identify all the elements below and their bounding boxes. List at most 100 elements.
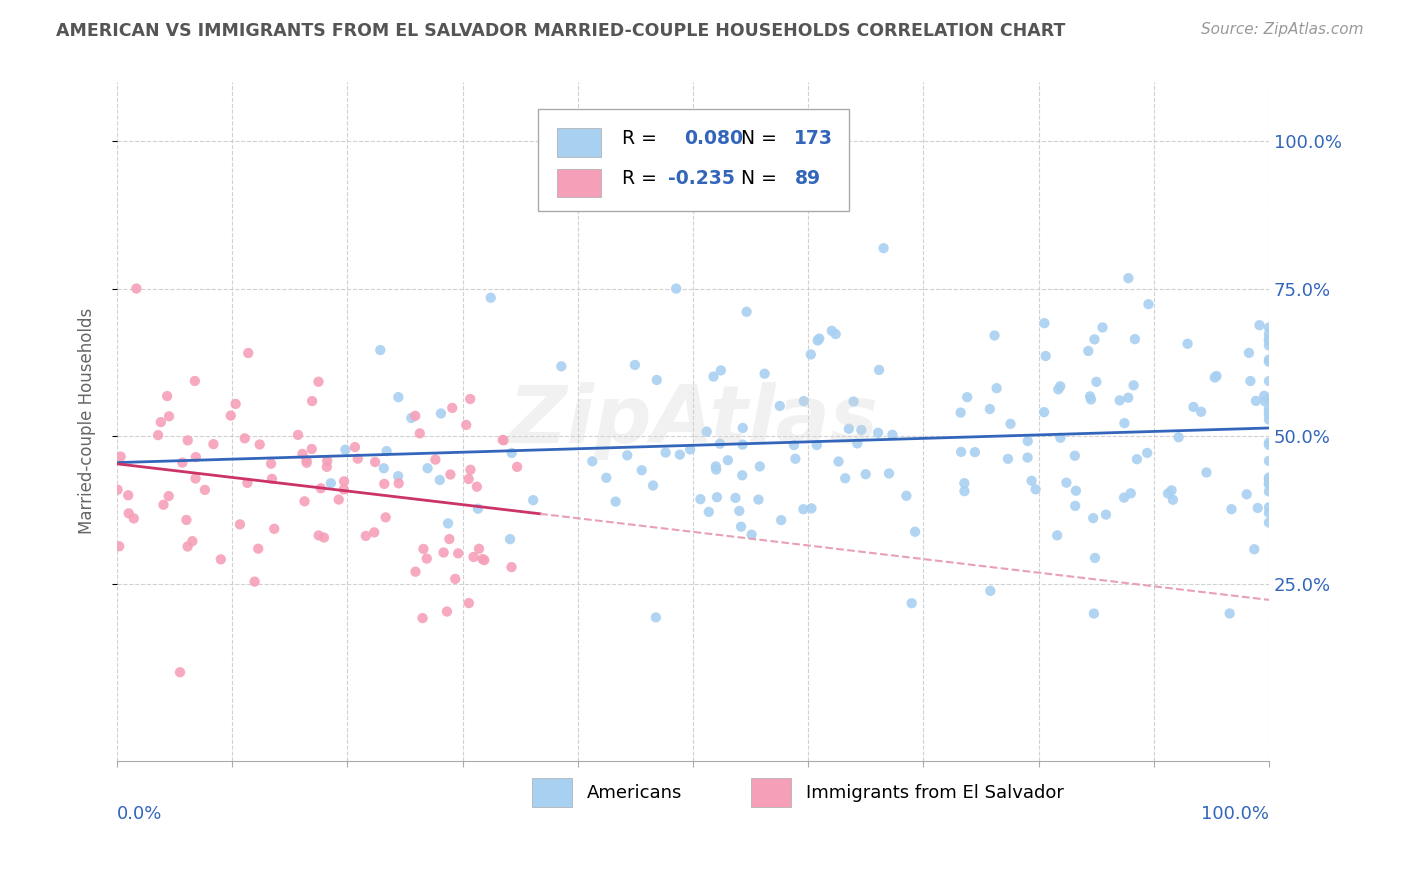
Point [904, 524, 927, 539]
Point [1033, 316, 1056, 330]
Point [457, 472, 479, 486]
Point [1119, 486, 1142, 500]
Point [785, 451, 807, 466]
Point [950, 445, 973, 459]
Point [1258, 477, 1281, 491]
Point [1077, 343, 1099, 358]
Point [1157, 486, 1180, 500]
Point [724, 491, 747, 505]
Point [808, 332, 831, 346]
Point [209, 552, 232, 566]
FancyBboxPatch shape [537, 109, 848, 211]
Point [156, 389, 179, 403]
Point [202, 437, 225, 451]
Point [522, 493, 544, 508]
Text: Source: ZipAtlas.com: Source: ZipAtlas.com [1201, 22, 1364, 37]
Point [827, 454, 849, 468]
Point [260, 472, 283, 486]
Point [429, 473, 451, 487]
Point [949, 406, 972, 420]
Point [1126, 452, 1149, 467]
Point [492, 433, 515, 447]
Point [1085, 375, 1108, 389]
Point [236, 475, 259, 490]
Point [1025, 483, 1047, 497]
Point [800, 347, 823, 361]
Y-axis label: Married-couple Households: Married-couple Households [79, 309, 96, 534]
Point [263, 522, 285, 536]
Point [1182, 400, 1205, 414]
Point [291, 447, 314, 461]
Point [501, 446, 523, 460]
Point [472, 553, 495, 567]
Point [697, 505, 720, 519]
Point [436, 605, 458, 619]
Text: 0.0%: 0.0% [117, 805, 163, 823]
Point [412, 541, 434, 556]
Point [1258, 470, 1281, 484]
Point [1122, 378, 1144, 392]
Point [717, 453, 740, 467]
Point [333, 483, 356, 497]
Point [838, 422, 860, 436]
Point [465, 480, 488, 494]
Point [260, 457, 283, 471]
Point [595, 471, 617, 485]
Point [433, 545, 456, 559]
Point [1083, 607, 1105, 621]
Point [689, 492, 711, 507]
Point [1258, 412, 1281, 426]
Point [868, 425, 890, 440]
Point [315, 459, 337, 474]
Point [447, 546, 470, 560]
Point [479, 291, 502, 305]
Point [501, 560, 523, 574]
Point [1258, 476, 1281, 491]
Point [1258, 408, 1281, 422]
Point [409, 426, 432, 441]
Point [1258, 320, 1281, 334]
Point [1033, 405, 1056, 419]
Point [1258, 435, 1281, 450]
Point [169, 665, 191, 680]
Point [1046, 528, 1069, 542]
Point [425, 452, 447, 467]
Point [846, 436, 869, 450]
Point [460, 463, 482, 477]
Point [1258, 406, 1281, 420]
Point [312, 531, 335, 545]
Point [444, 572, 467, 586]
Point [146, 428, 169, 442]
Point [1258, 402, 1281, 417]
Text: R =: R = [621, 128, 657, 148]
Point [747, 492, 769, 507]
Point [792, 502, 814, 516]
Point [401, 411, 423, 425]
Point [176, 513, 198, 527]
Point [769, 399, 792, 413]
Point [644, 610, 666, 624]
Point [1118, 271, 1140, 285]
Point [374, 510, 396, 524]
Point [457, 596, 479, 610]
Text: N =: N = [741, 128, 778, 148]
Point [404, 409, 426, 423]
Point [177, 434, 200, 448]
Point [107, 483, 129, 497]
Point [219, 409, 242, 423]
Point [550, 359, 572, 374]
Point [624, 358, 647, 372]
Point [754, 367, 776, 381]
Point [1249, 318, 1271, 333]
Point [1108, 393, 1130, 408]
Point [1243, 542, 1265, 557]
Text: ZipAtlas: ZipAtlas [508, 383, 877, 460]
Point [997, 451, 1019, 466]
Point [463, 549, 485, 564]
Point [184, 450, 207, 464]
Point [387, 390, 409, 404]
Point [1258, 354, 1281, 368]
Point [668, 448, 690, 462]
Point [679, 442, 702, 457]
Point [704, 462, 727, 476]
